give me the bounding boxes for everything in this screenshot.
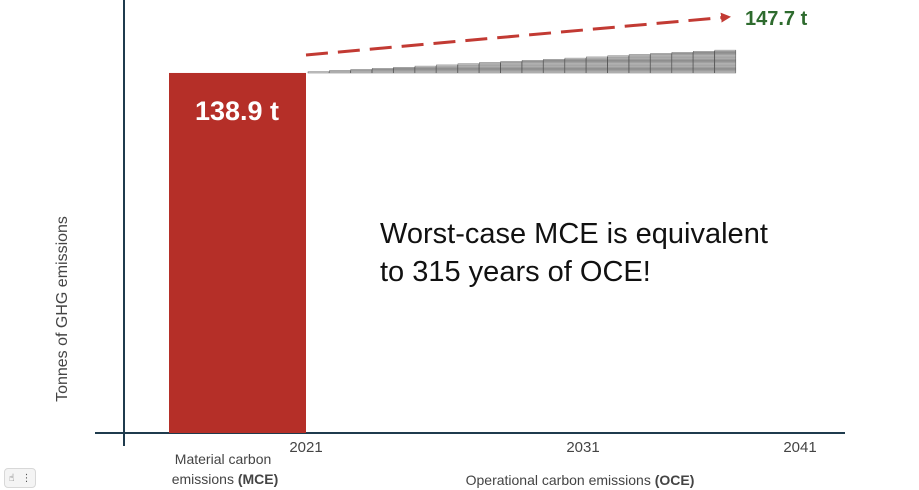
oce-slab-2038 [650, 53, 672, 55]
oce-slab-2023 [329, 70, 351, 73]
oce-slab-2034 [564, 57, 587, 60]
mce-category-label: Material carbon emissions (MCE) [172, 451, 279, 487]
oce-label-plain: Operational carbon emissions [466, 472, 655, 488]
oce-slab-2035 [586, 56, 608, 59]
mce-label-line1: Material carbon [175, 451, 272, 467]
x-tick-2031: 2031 [566, 439, 599, 456]
hand-pointer-icon[interactable]: ☝ [8, 472, 15, 484]
oce-category-label: Operational carbon emissions (OCE) [466, 472, 695, 488]
viewer-controls[interactable]: ☝ ⋮ [4, 468, 36, 488]
x-tick-2041: 2041 [783, 439, 816, 456]
oce-slab-2032 [521, 60, 544, 62]
oce-slab-2025 [371, 68, 394, 70]
oce-slab-2026 [393, 67, 415, 69]
oce-slab-2033 [543, 59, 565, 61]
mce-label-line2: emissions (MCE) [172, 471, 279, 487]
annotation-line-1: Worst-case MCE is equivalent [380, 218, 768, 250]
trend-arrow [305, 12, 731, 57]
y-axis-label: Tonnes of GHG emissions [54, 216, 71, 402]
oce-slab-2039 [671, 52, 694, 54]
oce-slab-2028 [436, 64, 458, 67]
mce-value-label: 138.9 t [195, 96, 279, 126]
mce-bar [169, 72, 306, 434]
oce-slab-2036 [607, 55, 629, 58]
oce-slab-2037 [628, 54, 651, 57]
x-tick-2021: 2021 [289, 439, 322, 456]
oce-bars [307, 49, 737, 74]
annotation-line-2: to 315 years of OCE! [380, 256, 651, 288]
oce-label-bold: (OCE) [655, 472, 695, 488]
annotation-text: Worst-case MCE is equivalent to 315 year… [380, 218, 776, 288]
oce-slab-2024 [350, 69, 373, 71]
total-value-label: 147.7 t [745, 8, 808, 30]
oce-slab-2027 [414, 65, 437, 68]
oce-slab-2040 [693, 51, 715, 53]
oce-slab-2030 [479, 62, 501, 65]
oce-slab-2041 [714, 49, 737, 52]
oce-slab-2022 [307, 71, 330, 74]
oce-slab-2029 [457, 63, 480, 66]
more-vert-icon[interactable]: ⋮ [21, 472, 32, 484]
oce-slab-2031 [500, 61, 522, 63]
